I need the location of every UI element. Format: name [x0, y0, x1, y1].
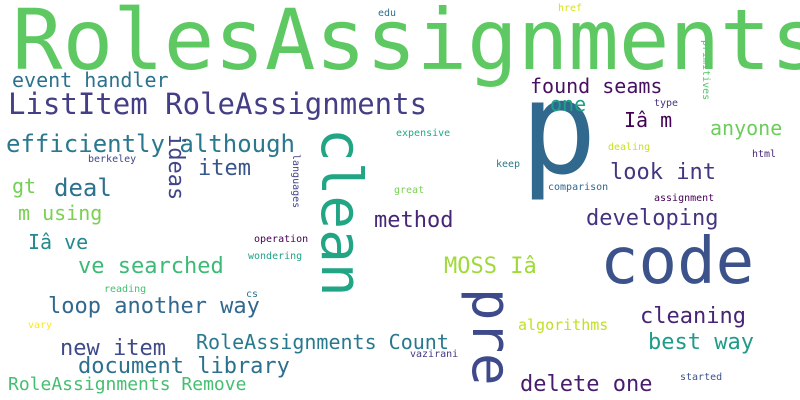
word: deal — [54, 174, 112, 202]
word: gt — [12, 174, 37, 198]
word: one — [550, 92, 587, 116]
word: anyone — [710, 116, 783, 140]
word: edu — [378, 8, 397, 19]
word: delete one — [520, 372, 653, 397]
word: href — [558, 3, 583, 14]
word: new item — [60, 336, 166, 361]
word: ListItem RoleAssignments — [8, 87, 428, 121]
word: vary — [28, 320, 53, 331]
word: pre — [460, 288, 523, 386]
word: MOSS Iâ — [444, 254, 537, 279]
word: expensive — [396, 128, 451, 139]
word: comparison — [548, 182, 609, 193]
word: ideas — [163, 134, 188, 201]
word: languages — [290, 154, 301, 209]
word: event handler — [12, 68, 169, 92]
word: RoleAssignments Remove — [8, 374, 247, 395]
word: cs — [246, 289, 259, 300]
word: RolesAssignments — [12, 0, 800, 89]
word: document library — [78, 354, 290, 379]
word: vazirani — [410, 349, 459, 360]
word: p — [520, 55, 598, 204]
word: efficiently although — [6, 130, 295, 158]
word: best way — [648, 330, 754, 355]
word: item — [198, 156, 251, 181]
word: m using — [18, 201, 103, 225]
word: algorithms — [518, 316, 609, 334]
word: keep — [496, 159, 521, 170]
word: ve searched — [78, 254, 224, 279]
word: wondering — [248, 251, 303, 262]
word: loop another way — [48, 294, 260, 319]
word: assignment — [654, 193, 715, 204]
word: found seams — [530, 74, 663, 98]
word: Iâ m — [624, 108, 673, 132]
word: clean — [308, 128, 373, 297]
word: look int — [610, 160, 716, 185]
word: cleaning — [640, 304, 746, 329]
word: berkeley — [88, 154, 137, 165]
word: reading — [104, 284, 147, 295]
word: great — [394, 185, 425, 196]
word: Iâ ve — [28, 230, 89, 254]
word: primitives — [700, 40, 711, 101]
word: html — [752, 149, 777, 160]
word: dealing — [608, 142, 651, 153]
word: developing — [586, 206, 719, 231]
word: method — [374, 208, 454, 233]
word: code — [600, 225, 755, 299]
word: type — [654, 98, 679, 109]
word: RoleAssignments Count — [196, 330, 449, 354]
word: started — [680, 372, 723, 383]
word: operation — [254, 234, 309, 245]
